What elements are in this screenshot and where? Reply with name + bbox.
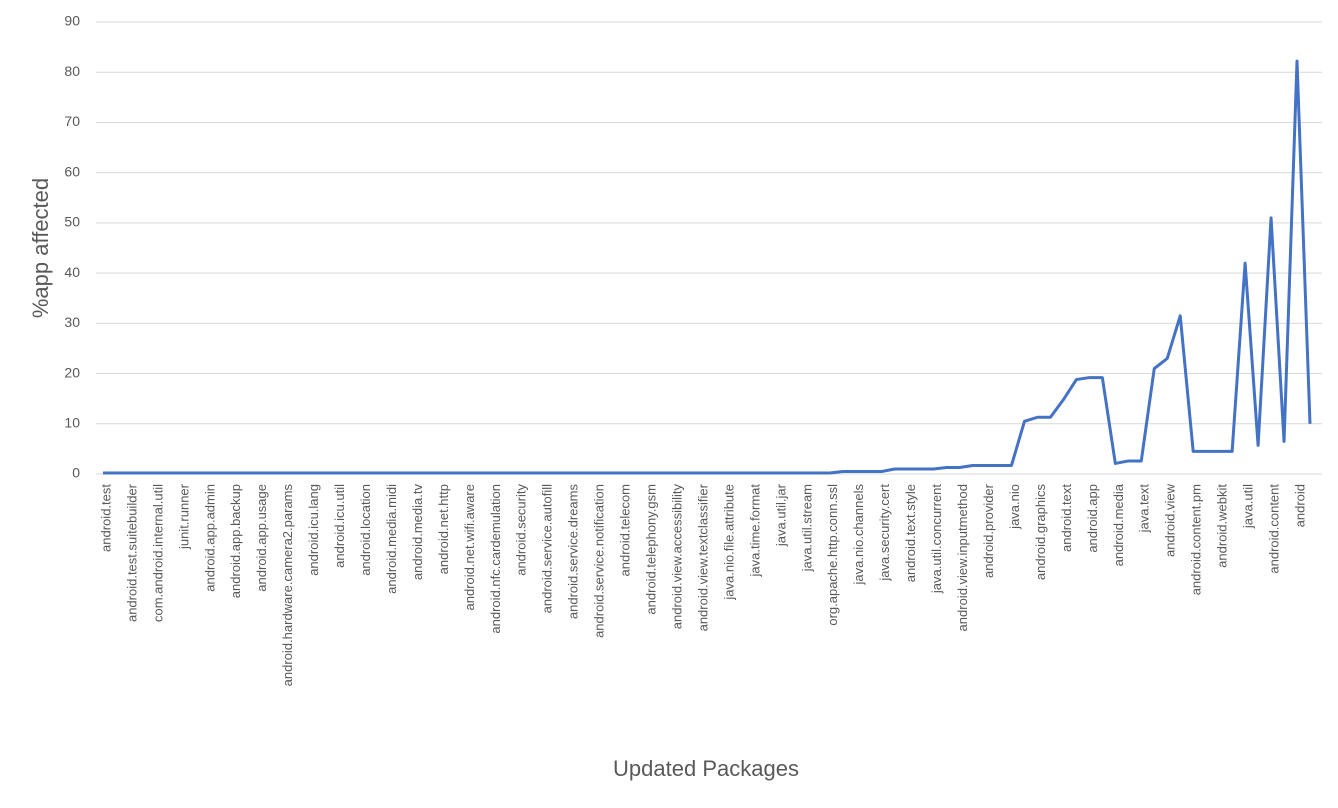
x-tick-label: android.text.style [903, 484, 918, 582]
x-tick-label: android.text [1059, 484, 1074, 552]
x-tick-label: android.service.dreams [566, 484, 581, 620]
y-tick-label: 10 [64, 414, 80, 430]
x-tick-label: android.webkit [1215, 484, 1230, 568]
x-tick-label: android.app [1085, 484, 1100, 553]
y-tick-label: 30 [64, 314, 80, 330]
data-line [103, 59, 1312, 475]
x-tick-label: android.media [1111, 483, 1126, 566]
x-tick-label: android.telecom [618, 484, 633, 577]
x-tick-label: android.location [358, 484, 373, 576]
y-tick-label: 60 [64, 163, 80, 179]
x-tick-label: java.util.concurrent [929, 484, 944, 594]
x-tick-label: android.view.inputmethod [955, 484, 970, 631]
x-tick-label: android.telephony.gsm [644, 484, 659, 615]
x-tick-label: android.view.accessibility [669, 484, 684, 630]
x-tick-label: android.net.wifi.aware [462, 484, 477, 610]
x-tick-label: android.service.autofill [540, 484, 555, 613]
x-tick-label: java.nio.channels [851, 484, 866, 586]
x-tick-label: android.app.admin [202, 484, 217, 592]
x-tick-label: junit.runner [176, 483, 191, 550]
y-tick-label: 20 [64, 364, 80, 380]
x-tick-label: android.provider [981, 483, 996, 578]
y-tick-label: 50 [64, 214, 80, 230]
x-tick-label: org.apache.http.conn.ssl [825, 484, 840, 626]
x-tick-label: android.test [98, 484, 113, 552]
y-tick-label: 80 [64, 63, 80, 79]
x-tick-label: android.service.notification [592, 484, 607, 638]
y-axis-title: %app affected [28, 178, 53, 318]
x-tick-label: android.security [514, 484, 529, 576]
x-tick-label: android.view.textclassifier [695, 483, 710, 631]
x-tick-label: android.media.tv [410, 484, 425, 581]
y-tick-label: 70 [64, 113, 80, 129]
x-tick-label: android.view [1163, 483, 1178, 557]
x-tick-label: java.util.jar [773, 483, 788, 547]
x-tick-label: java.util [1241, 484, 1256, 529]
x-tick-label: android.icu.util [332, 484, 347, 568]
x-tick-label: android.hardware.camera2.params [280, 484, 295, 687]
x-tick-label: android.content.pm [1189, 484, 1204, 595]
x-tick-label: java.time.format [747, 484, 762, 578]
x-tick-label: com.android.internal.util [150, 484, 165, 622]
x-tick-label: android.app.usage [254, 484, 269, 592]
x-tick-label: java.util.stream [799, 484, 814, 572]
x-tick-label: android [1292, 484, 1307, 527]
x-tick-label: android.net.http [436, 484, 451, 574]
x-tick-label: java.text [1137, 484, 1152, 534]
x-tick-label: android.app.backup [228, 484, 243, 598]
x-tick-label: java.nio [1007, 484, 1022, 530]
y-tick-label: 90 [64, 13, 80, 29]
x-tick-label: android.media.midi [384, 484, 399, 594]
x-tick-label: android.icu.lang [306, 484, 321, 576]
x-tick-label: java.security.cert [877, 484, 892, 582]
x-tick-label: android.test.suitebuilder [124, 483, 139, 622]
x-tick-label: android.nfc.cardemulation [488, 484, 503, 634]
y-tick-label: 0 [72, 465, 80, 481]
x-tick-label: android.content [1267, 484, 1282, 574]
x-tick-label: android.graphics [1033, 484, 1048, 581]
y-tick-label: 40 [64, 264, 80, 280]
x-axis-title: Updated Packages [613, 756, 799, 781]
x-tick-label: java.nio.file.attribute [721, 484, 736, 601]
